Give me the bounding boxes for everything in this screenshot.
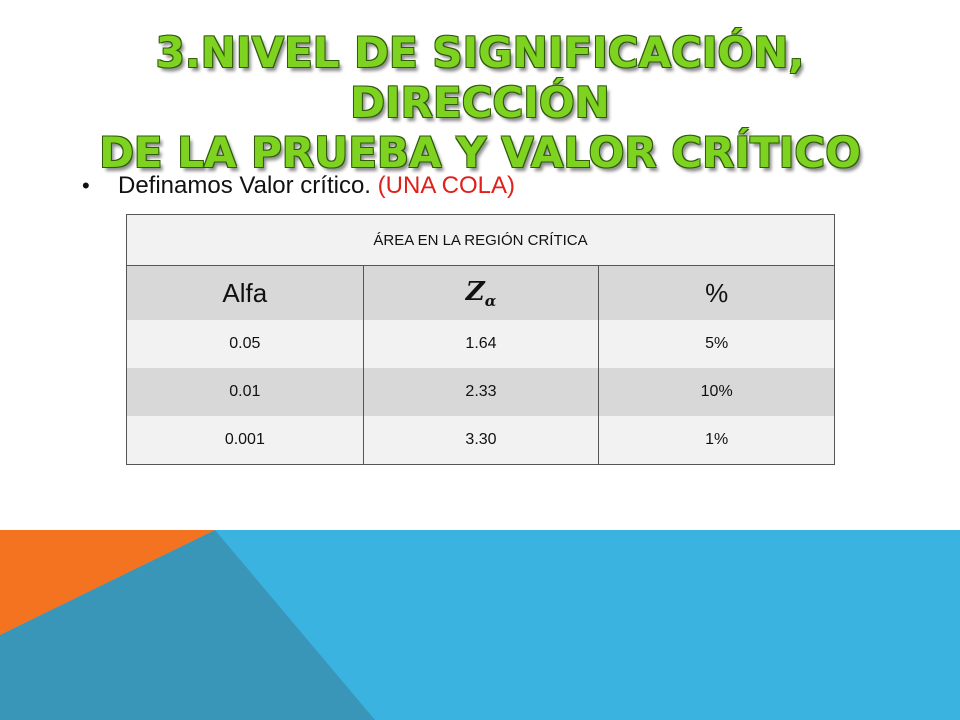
cell-z: 2.33 [362,368,600,416]
header-z: Zα [362,265,600,320]
z-symbol: Zα [465,276,497,311]
bullet-item: • Definamos Valor crítico. (UNA COLA) [82,172,515,200]
table-header-row: Alfa Zα % [126,265,835,320]
cell-alfa: 0.05 [126,320,364,368]
slide-title: 3.Nivel de significación, dirección de l… [60,28,900,178]
cell-percent: 5% [598,320,835,368]
table-caption-row: ÁREA EN LA REGIÓN CRÍTICA [126,214,835,266]
bullet-highlight: (UNA COLA) [377,172,516,199]
critical-region-table: ÁREA EN LA REGIÓN CRÍTICA Alfa Zα % 0.05… [126,214,835,465]
decorative-band [0,530,960,720]
header-alfa: Alfa [126,265,364,320]
cell-z: 1.64 [362,320,600,368]
bullet-dot-icon: • [82,173,90,198]
slide-title-line-1: 3.Nivel de significación, dirección [155,28,805,127]
table-caption: ÁREA EN LA REGIÓN CRÍTICA [126,214,835,266]
header-percent: % [598,265,835,320]
table-row: 0.05 1.64 5% [126,320,835,368]
slide-title-line-2: de la prueba y valor crítico [99,128,861,177]
cell-alfa: 0.001 [126,416,364,465]
cell-percent: 1% [598,416,835,465]
cell-percent: 10% [598,368,835,416]
band-orange-triangle [0,530,215,635]
cell-alfa: 0.01 [126,368,364,416]
band-teal-triangle [0,530,375,720]
bullet-text: Definamos Valor crítico. [118,172,371,199]
table-row: 0.01 2.33 10% [126,368,835,416]
table-row: 0.001 3.30 1% [126,416,835,465]
cell-z: 3.30 [362,416,600,465]
